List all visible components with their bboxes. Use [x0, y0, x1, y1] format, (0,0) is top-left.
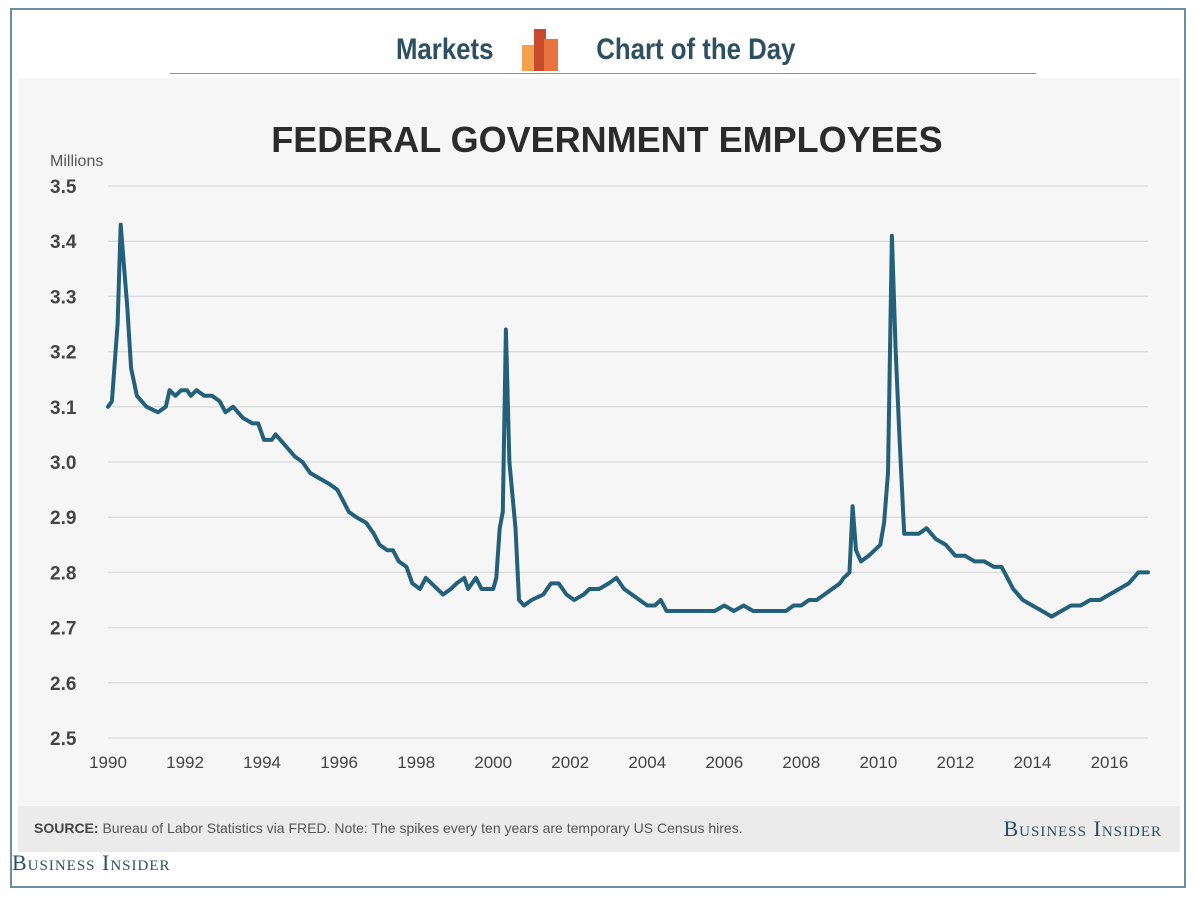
x-tick-label: 2012: [936, 753, 974, 772]
y-tick-label: 2.9: [50, 508, 76, 529]
y-tick-label: 3.2: [50, 343, 76, 364]
y-tick-label: 2.7: [50, 619, 76, 640]
series-line: [106, 222, 1150, 619]
x-tick-label: 1998: [397, 753, 435, 772]
source-text: Bureau of Labor Statistics via FRED. Not…: [102, 820, 743, 836]
x-tick-label: 2006: [705, 753, 743, 772]
chart-frame: Markets Chart of the Day FEDERAL GOVERNM…: [10, 8, 1186, 888]
y-tick-label: 3.0: [50, 453, 76, 474]
source-note: SOURCE: Bureau of Labor Statistics via F…: [34, 820, 743, 836]
markets-label: Markets: [396, 33, 494, 66]
y-tick-label: 2.6: [50, 674, 76, 695]
chart-of-day-logo-icon: [521, 29, 558, 71]
x-tick-label: 1990: [89, 753, 127, 772]
y-tick-label: 2.8: [50, 563, 76, 584]
business-insider-logo: Business Insider: [1003, 816, 1162, 841]
x-tick-label: 1996: [320, 753, 358, 772]
y-tick-label: 3.4: [50, 232, 77, 253]
chart-panel: FEDERAL GOVERNMENT EMPLOYEES Millions 3.…: [18, 78, 1180, 808]
x-tick-label: 2004: [628, 753, 666, 772]
business-insider-footer-logo: Business Insider: [12, 850, 171, 875]
x-tick-label: 2016: [1091, 753, 1129, 772]
header-divider: [170, 73, 1036, 74]
chart-title: FEDERAL GOVERNMENT EMPLOYEES: [271, 119, 942, 160]
x-tick-label: 2000: [474, 753, 512, 772]
x-tick-label: 2002: [551, 753, 589, 772]
chart-of-the-day-label: Chart of the Day: [596, 33, 796, 66]
x-tick-label: 2010: [859, 753, 897, 772]
y-tick-label: 3.1: [50, 398, 77, 419]
x-tick-label: 1992: [166, 753, 204, 772]
x-tick-label: 2008: [782, 753, 820, 772]
y-axis-label: Millions: [50, 153, 103, 170]
x-tick-label: 1994: [243, 753, 281, 772]
x-tick-label: 2014: [1014, 753, 1052, 772]
source-label: SOURCE:: [34, 820, 99, 836]
header: Markets Chart of the Day: [12, 24, 1188, 76]
y-tick-label: 3.3: [50, 287, 76, 308]
y-tick-label: 2.5: [50, 729, 77, 750]
y-tick-label: 3.5: [50, 177, 77, 198]
source-band: SOURCE: Bureau of Labor Statistics via F…: [18, 806, 1180, 852]
line-chart: FEDERAL GOVERNMENT EMPLOYEES Millions 3.…: [50, 119, 1150, 772]
